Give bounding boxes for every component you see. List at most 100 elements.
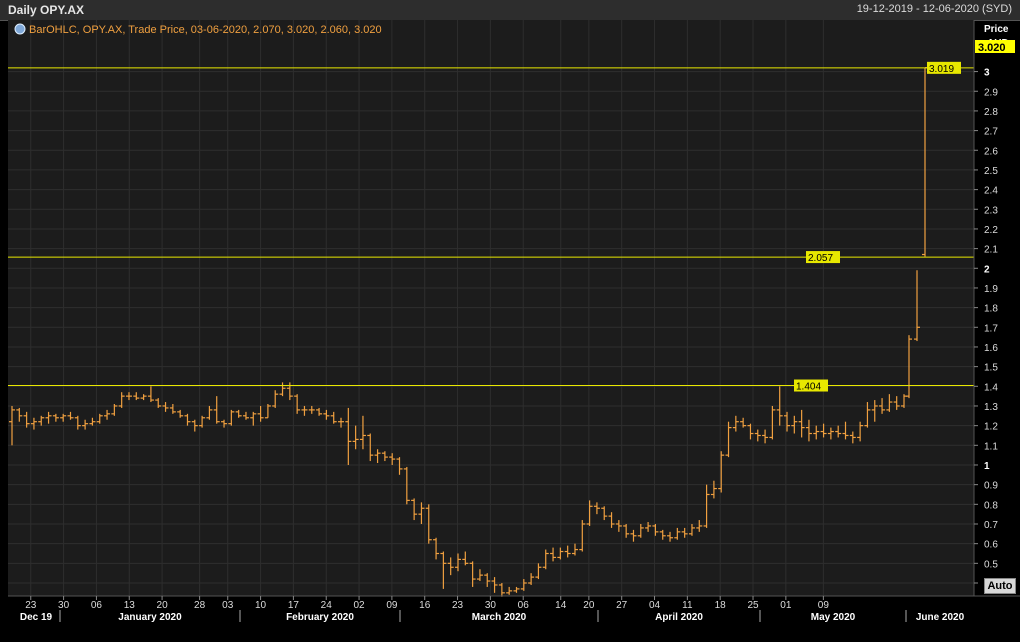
auto-scale-button[interactable]: Auto xyxy=(984,578,1016,594)
ohlc-bar xyxy=(111,404,118,416)
ohlc-bar xyxy=(462,551,469,566)
ohlc-bar xyxy=(710,480,717,499)
ohlc-bar xyxy=(228,409,235,426)
x-tick-label: 20 xyxy=(583,600,595,611)
bar-ohlc-icon xyxy=(14,23,26,35)
ohlc-bar xyxy=(235,409,242,418)
x-tick-label: 28 xyxy=(194,600,206,611)
y-tick-label: 2.4 xyxy=(984,186,998,197)
ohlc-bar xyxy=(23,411,30,428)
ohlc-bar xyxy=(886,394,893,412)
ohlc-bar xyxy=(827,427,834,440)
ohlc-bar xyxy=(177,409,184,418)
ohlc-bar xyxy=(389,453,396,465)
ohlc-bar xyxy=(264,404,271,419)
ohlc-bar xyxy=(630,529,637,542)
ohlc-bar xyxy=(9,405,15,446)
ohlc-bar xyxy=(447,557,454,576)
ohlc-bar xyxy=(906,335,912,399)
ohlc-bar xyxy=(747,423,754,440)
ohlc-bar xyxy=(871,400,878,422)
x-grid xyxy=(30,20,824,596)
ohlc-bar xyxy=(396,457,403,475)
x-tick-label: 20 xyxy=(157,600,169,611)
ohlc-bar xyxy=(191,419,198,432)
ohlc-bar xyxy=(857,421,864,442)
x-tick-label: 09 xyxy=(818,600,830,611)
x-tick-label: 23 xyxy=(25,600,37,611)
ohlc-bar xyxy=(557,547,564,560)
ohlc-bar xyxy=(367,433,374,462)
ohlc-bar xyxy=(542,549,549,570)
ohlc-bar xyxy=(45,411,52,424)
ohlc-bar xyxy=(762,429,769,444)
x-tick-label: 14 xyxy=(555,600,567,611)
ohlc-bar xyxy=(455,553,461,572)
ohlc-bar xyxy=(491,577,498,593)
y-axis: Price AUD 0.40.50.60.70.80.911.11.21.31.… xyxy=(974,24,1009,590)
y-tick-label: 0.7 xyxy=(984,520,998,531)
x-tick-label: 18 xyxy=(715,600,727,611)
ohlc-bar xyxy=(805,419,812,442)
y-axis-title: Price xyxy=(984,24,1009,35)
ohlc-bar xyxy=(535,563,542,580)
x-tick-label: 30 xyxy=(58,600,70,611)
y-tick-label: 1.9 xyxy=(984,284,998,295)
ohlc-bar xyxy=(784,411,791,432)
ohlc-bar xyxy=(425,504,432,544)
ohlc-bar xyxy=(440,551,447,589)
y-tick-label: 2.6 xyxy=(984,146,998,157)
ohlc-bar xyxy=(659,529,666,540)
ohlc-bar xyxy=(571,543,578,556)
ohlc-bar xyxy=(60,413,67,422)
ohlc-bar xyxy=(725,421,732,458)
y-tick-label: 2.2 xyxy=(984,225,998,236)
ohlc-bar xyxy=(242,411,249,420)
x-axis: 23 30 06 13 20 28 03 10 17 24 02 09 16 23 30 06 14 20 27 04… xyxy=(25,596,829,611)
x-month-label: April 2020 xyxy=(655,612,703,623)
level-line: 3.019 xyxy=(8,61,974,75)
ohlc-bar xyxy=(257,405,264,422)
ohlc-bar xyxy=(615,520,622,532)
x-month-label: May 2020 xyxy=(811,612,856,623)
level-label: 1.404 xyxy=(796,382,821,393)
x-tick-label: 04 xyxy=(649,600,661,611)
ohlc-bar xyxy=(403,466,410,505)
y-tick-label: 2.7 xyxy=(984,127,998,138)
ohlc-bar xyxy=(849,431,856,444)
y-tick-label: 1 xyxy=(984,461,990,472)
y-tick-label: 0.6 xyxy=(984,540,998,551)
x-tick-label: 06 xyxy=(91,600,103,611)
ohlc-bar xyxy=(52,413,59,422)
x-tick-label: 24 xyxy=(321,600,333,611)
ohlc-bar xyxy=(476,569,483,582)
ohlc-bar xyxy=(498,583,505,597)
ohlc-bar xyxy=(67,411,74,420)
chart-title: Daily OPY.AX xyxy=(8,3,85,17)
ohlc-bar xyxy=(74,415,81,430)
x-tick-label: 27 xyxy=(616,600,628,611)
ohlc-bar xyxy=(469,561,476,587)
ohlc-bar xyxy=(718,451,725,493)
ohlc-bar xyxy=(104,409,111,420)
ohlc-bar xyxy=(38,415,45,426)
x-month-label: Dec 19 xyxy=(20,612,53,623)
ohlc-bar xyxy=(513,586,520,593)
ohlc-bar xyxy=(125,392,132,401)
y-tick-label: 1.8 xyxy=(984,304,998,315)
legend: BarOHLC, OPY.AX, Trade Price, 03-06-2020… xyxy=(14,23,382,36)
ohlc-bar xyxy=(162,402,169,412)
y-tick-label: 1.5 xyxy=(984,363,998,374)
level-line: 1.404 xyxy=(8,379,974,393)
ohlc-bar xyxy=(564,545,571,558)
ohlc-bar xyxy=(601,506,608,521)
ohlc-bar xyxy=(879,398,886,414)
ohlc-bar xyxy=(835,425,842,438)
y-tick-label: 3 xyxy=(984,68,990,79)
ohlc-bar xyxy=(732,415,739,432)
ohlc-bar xyxy=(586,500,593,526)
x-tick-label: 09 xyxy=(386,600,398,611)
ohlc-bar xyxy=(914,270,920,342)
y-tick-label: 1.3 xyxy=(984,402,998,413)
